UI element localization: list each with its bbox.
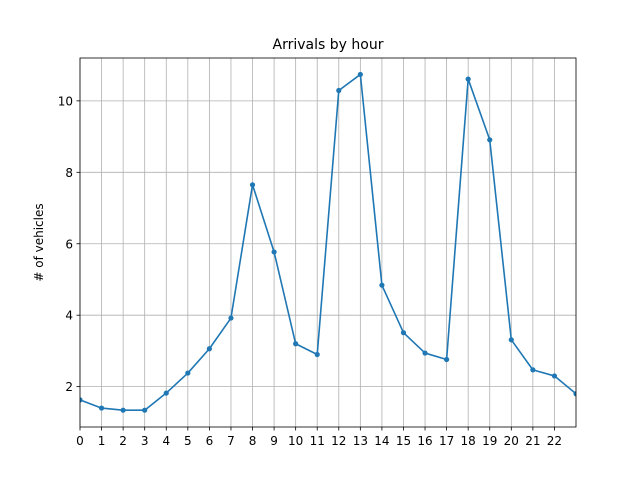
data-point (249, 182, 256, 188)
x-tick-label: 17 (439, 434, 454, 448)
y-axis-label: # of vehicles (32, 203, 46, 281)
y-tick-label: 8 (65, 166, 73, 180)
x-tick-label: 15 (396, 434, 411, 448)
data-point (551, 373, 558, 379)
data-point (120, 407, 126, 413)
data-point (530, 367, 536, 373)
data-point (293, 341, 299, 347)
data-point (185, 370, 191, 376)
y-tick-label: 6 (65, 237, 73, 251)
chart-title: Arrivals by hour (273, 37, 384, 53)
data-point (98, 405, 105, 411)
x-tick-label: 4 (162, 434, 170, 448)
data-point (422, 350, 428, 356)
data-point (487, 137, 493, 143)
data-point (271, 249, 277, 255)
data-point (465, 76, 471, 82)
x-tick-label: 21 (525, 434, 540, 448)
x-tick-label: 3 (141, 434, 149, 448)
data-point (379, 282, 385, 288)
data-point (228, 315, 234, 321)
x-tick-label: 5 (184, 434, 192, 448)
x-tick-label: 2 (119, 434, 127, 448)
x-tick-label: 7 (227, 434, 235, 448)
x-tick-label: 10 (288, 434, 303, 448)
data-point (336, 87, 342, 94)
plot-area (80, 71, 576, 413)
x-tick-label: 18 (461, 434, 476, 448)
x-tick-label: 16 (417, 434, 432, 448)
x-tick-label: 22 (547, 434, 562, 448)
data-point (80, 397, 83, 403)
x-tick-label: 0 (76, 434, 84, 448)
series-layer (80, 71, 576, 413)
data-point (142, 407, 148, 413)
x-tick-label: 14 (374, 434, 389, 448)
data-point (357, 71, 363, 78)
x-tick-label: 6 (206, 434, 214, 448)
data-point (444, 356, 450, 363)
data-point (573, 391, 576, 397)
x-tick-label: 1 (98, 434, 106, 448)
data-point (163, 390, 169, 396)
series-line (80, 73, 576, 412)
x-tick-label: 13 (353, 434, 368, 448)
data-point (400, 330, 407, 336)
axes-frame (79, 57, 577, 428)
y-tick-label: 10 (58, 94, 73, 108)
data-point (314, 351, 320, 358)
data-point (206, 346, 212, 352)
y-tick-label: 4 (65, 309, 73, 323)
data-point (508, 337, 514, 343)
y-tick-label: 2 (65, 380, 73, 394)
x-tick-label: 19 (482, 434, 497, 448)
x-axis: 0 1 2 3 4 5 6 7 8 9 10 11 12 13 14 15 16 17 18 19 20 21 22 (76, 427, 562, 448)
x-tick-label: 12 (331, 434, 346, 448)
y-axis: 2 4 6 8 10 (58, 94, 80, 394)
x-tick-label: 20 (504, 434, 519, 448)
x-tick-label: 9 (270, 434, 278, 448)
grid (79, 58, 576, 427)
x-tick-label: 8 (249, 434, 257, 448)
x-tick-label: 11 (310, 434, 325, 448)
